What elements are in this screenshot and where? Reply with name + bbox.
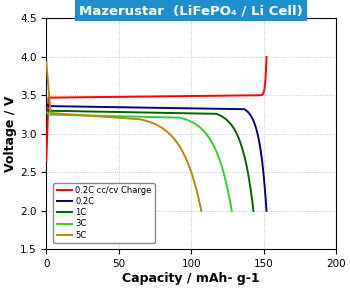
Title: Mazerustar  (LiFePO₄ / Li Cell): Mazerustar (LiFePO₄ / Li Cell) xyxy=(79,4,303,17)
Legend: 0.2C cc/cv Charge, 0.2C, 1C, 3C, 5C: 0.2C cc/cv Charge, 0.2C, 1C, 3C, 5C xyxy=(53,183,155,243)
X-axis label: Capacity / mAh- g-1: Capacity / mAh- g-1 xyxy=(122,272,260,285)
Y-axis label: Voltage / V: Voltage / V xyxy=(4,96,17,172)
